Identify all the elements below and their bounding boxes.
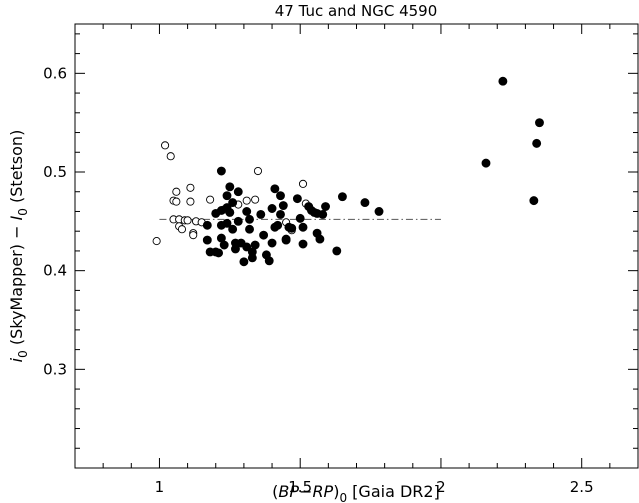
filled-data-point	[278, 201, 288, 210]
y-tick-label: 0.5	[43, 163, 67, 181]
filled-data-point	[267, 238, 277, 248]
y-tick-label: 0.3	[43, 360, 67, 378]
open-data-point	[183, 216, 192, 225]
filled-data-point	[276, 209, 285, 219]
filled-data-point	[276, 191, 285, 201]
filled-data-point	[256, 209, 266, 219]
filled-data-point	[292, 194, 302, 204]
filled-data-point	[202, 235, 212, 245]
filled-data-point	[298, 222, 308, 232]
filled-data-point	[481, 158, 491, 168]
chart-title: 47 Tuc and NGC 4590	[275, 2, 438, 20]
filled-data-point	[245, 214, 254, 224]
filled-data-point	[321, 202, 330, 211]
filled-data-point	[225, 208, 235, 217]
filled-data-point	[242, 207, 252, 216]
data-points	[152, 76, 544, 267]
filled-data-point	[315, 234, 325, 244]
filled-data-point	[214, 248, 224, 258]
open-data-point	[251, 195, 260, 204]
filled-data-point	[233, 187, 243, 197]
filled-data-point	[267, 204, 277, 213]
x-axis-label: (BP−RP)0 [Gaia DR2]	[272, 482, 440, 503]
open-data-point	[186, 183, 195, 192]
filled-data-point	[281, 235, 291, 245]
filled-data-point	[219, 240, 229, 250]
filled-data-point	[374, 207, 384, 216]
filled-data-point	[228, 198, 238, 208]
open-data-point	[253, 166, 263, 176]
open-data-point	[166, 152, 175, 161]
open-data-point	[298, 179, 308, 188]
filled-data-point	[295, 213, 305, 223]
filled-data-point	[233, 216, 243, 226]
filled-data-point	[250, 240, 260, 250]
x-tick-label: 2.5	[570, 478, 594, 496]
open-data-point	[206, 195, 215, 204]
filled-data-point	[231, 244, 240, 254]
filled-data-point	[264, 256, 274, 266]
filled-data-point	[270, 184, 280, 194]
filled-data-point	[239, 257, 249, 267]
x-tick-label: 1.5	[288, 478, 312, 496]
filled-data-point	[529, 196, 539, 206]
filled-data-point	[360, 198, 370, 208]
open-data-point	[161, 141, 170, 150]
filled-data-point	[318, 209, 328, 219]
filled-data-point	[273, 220, 283, 230]
filled-data-point	[202, 220, 212, 230]
y-axis-label: i0 (SkyMapper) − I0 (Stetson)	[7, 130, 30, 363]
open-data-point	[152, 237, 161, 246]
filled-data-point	[498, 76, 508, 86]
filled-data-point	[332, 246, 342, 256]
open-data-point	[172, 197, 181, 206]
filled-data-point	[228, 224, 238, 234]
open-data-point	[186, 197, 195, 206]
filled-data-point	[242, 242, 252, 252]
x-tick-label: 1	[155, 478, 165, 496]
filled-data-point	[225, 182, 235, 192]
plot-frame	[74, 23, 639, 469]
filled-data-point	[247, 253, 257, 263]
open-data-point	[177, 225, 187, 234]
filled-data-point	[245, 224, 254, 234]
filled-data-point	[535, 118, 544, 128]
axis-ticks: 1 1.5 2 2.5 0.3 0.4 0.5 0.6	[43, 24, 639, 496]
y-tick-label: 0.6	[43, 64, 67, 82]
filled-data-point	[287, 223, 297, 233]
filled-data-point	[216, 166, 226, 176]
filled-data-point	[298, 239, 308, 249]
filled-data-point	[259, 230, 269, 240]
filled-data-point	[337, 192, 347, 202]
filled-data-point	[222, 191, 232, 201]
open-data-point	[189, 231, 198, 240]
open-data-point	[242, 196, 251, 205]
filled-data-point	[532, 138, 542, 148]
x-tick-label: 2	[436, 478, 446, 496]
open-data-point	[172, 187, 181, 196]
y-tick-label: 0.4	[43, 262, 67, 280]
filled-data-point	[222, 218, 232, 228]
